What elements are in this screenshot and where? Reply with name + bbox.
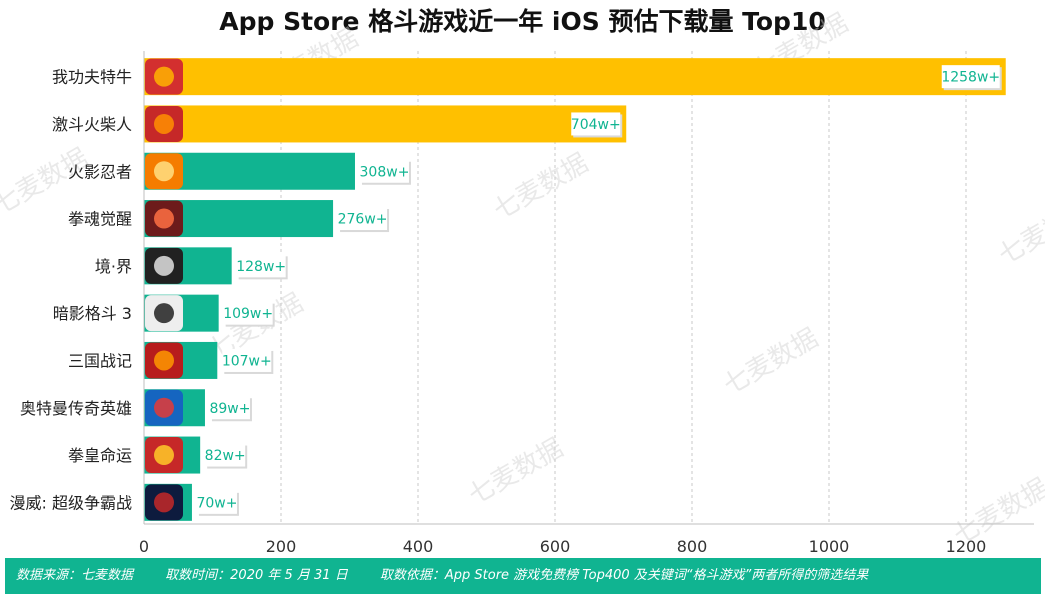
footer-basis: 取数依据：App Store 游戏免费榜 Top400 及关键词“格斗游戏”两者… [379, 568, 869, 583]
bar [144, 105, 627, 143]
category-label: 拳魂觉醒 [68, 210, 132, 229]
svg-text:89w+: 89w+ [209, 401, 250, 417]
x-tick-label: 1200 [946, 537, 987, 556]
x-tick-label: 400 [403, 537, 434, 556]
app-icon [145, 200, 183, 237]
watermark-text: 七麦数据 [464, 433, 569, 511]
app-icon [145, 342, 183, 379]
svg-text:82w+: 82w+ [205, 448, 246, 464]
bar [144, 58, 1006, 96]
footer-bar: 数据来源：七麦数据 取数时间：2020 年 5 月 31 日 取数依据：App … [5, 558, 1041, 594]
data-label: 109w+ [223, 301, 275, 327]
x-tick-label: 1000 [809, 537, 850, 556]
category-label: 激斗火柴人 [52, 115, 132, 134]
app-icon [145, 105, 183, 142]
category-label: 奥特曼传奇英雄 [20, 399, 132, 418]
data-label: 89w+ [209, 396, 252, 422]
category-label: 火影忍者 [68, 162, 132, 181]
category-label: 我功夫特牛 [52, 68, 132, 87]
watermark-text: 七麦数据 [994, 193, 1045, 271]
data-label: 704w+ [571, 112, 623, 138]
category-label: 三国战记 [68, 351, 132, 370]
footer-source: 数据来源：七麦数据 [16, 568, 134, 583]
app-icon [145, 247, 183, 284]
app-icon [145, 389, 183, 426]
data-label: 107w+ [222, 348, 274, 374]
data-label: 128w+ [236, 254, 288, 280]
data-label: 70w+ [196, 490, 239, 516]
svg-text:704w+: 704w+ [571, 117, 621, 133]
data-label: 308w+ [360, 159, 411, 185]
x-tick-label: 200 [266, 537, 297, 556]
watermark-text: 七麦数据 [489, 148, 594, 226]
app-icon [145, 153, 183, 190]
svg-text:109w+: 109w+ [223, 306, 273, 322]
axes-layer: 0 200 400 600 800 1000 1200 [139, 51, 1034, 556]
app-icon [145, 58, 183, 95]
category-label: 拳皇命运 [68, 446, 132, 465]
svg-text:128w+: 128w+ [236, 259, 286, 275]
footer-time: 取数时间：2020 年 5 月 31 日 [165, 568, 348, 583]
category-label: 漫威: 超级争霸战 [10, 493, 132, 512]
chart-title: App Store 格斗游戏近一年 iOS 预估下载量 Top10 [219, 7, 826, 36]
x-tick-label: 800 [677, 537, 708, 556]
data-label: 82w+ [205, 443, 248, 469]
app-icon [145, 437, 183, 474]
app-icon [145, 484, 183, 521]
svg-text:1258w+: 1258w+ [941, 70, 1000, 86]
svg-text:70w+: 70w+ [196, 495, 237, 511]
svg-text:107w+: 107w+ [222, 353, 272, 369]
category-label: 境·界 [95, 257, 132, 276]
x-tick-label: 600 [540, 537, 571, 556]
x-tick-label: 0 [139, 537, 149, 556]
app-icon [145, 295, 183, 332]
category-label: 暗影格斗 3 [53, 304, 132, 323]
watermark-text: 七麦数据 [719, 323, 824, 401]
bars-layer: 我功夫特牛 1258w+ 激斗火柴人 704w+ 火影忍者 308w+ 拳魂觉醒 276w+ 境… [10, 58, 1006, 521]
svg-text:276w+: 276w+ [338, 212, 388, 228]
data-label: 276w+ [338, 207, 390, 233]
data-label: 1258w+ [941, 65, 1002, 91]
svg-text:308w+: 308w+ [360, 164, 410, 180]
